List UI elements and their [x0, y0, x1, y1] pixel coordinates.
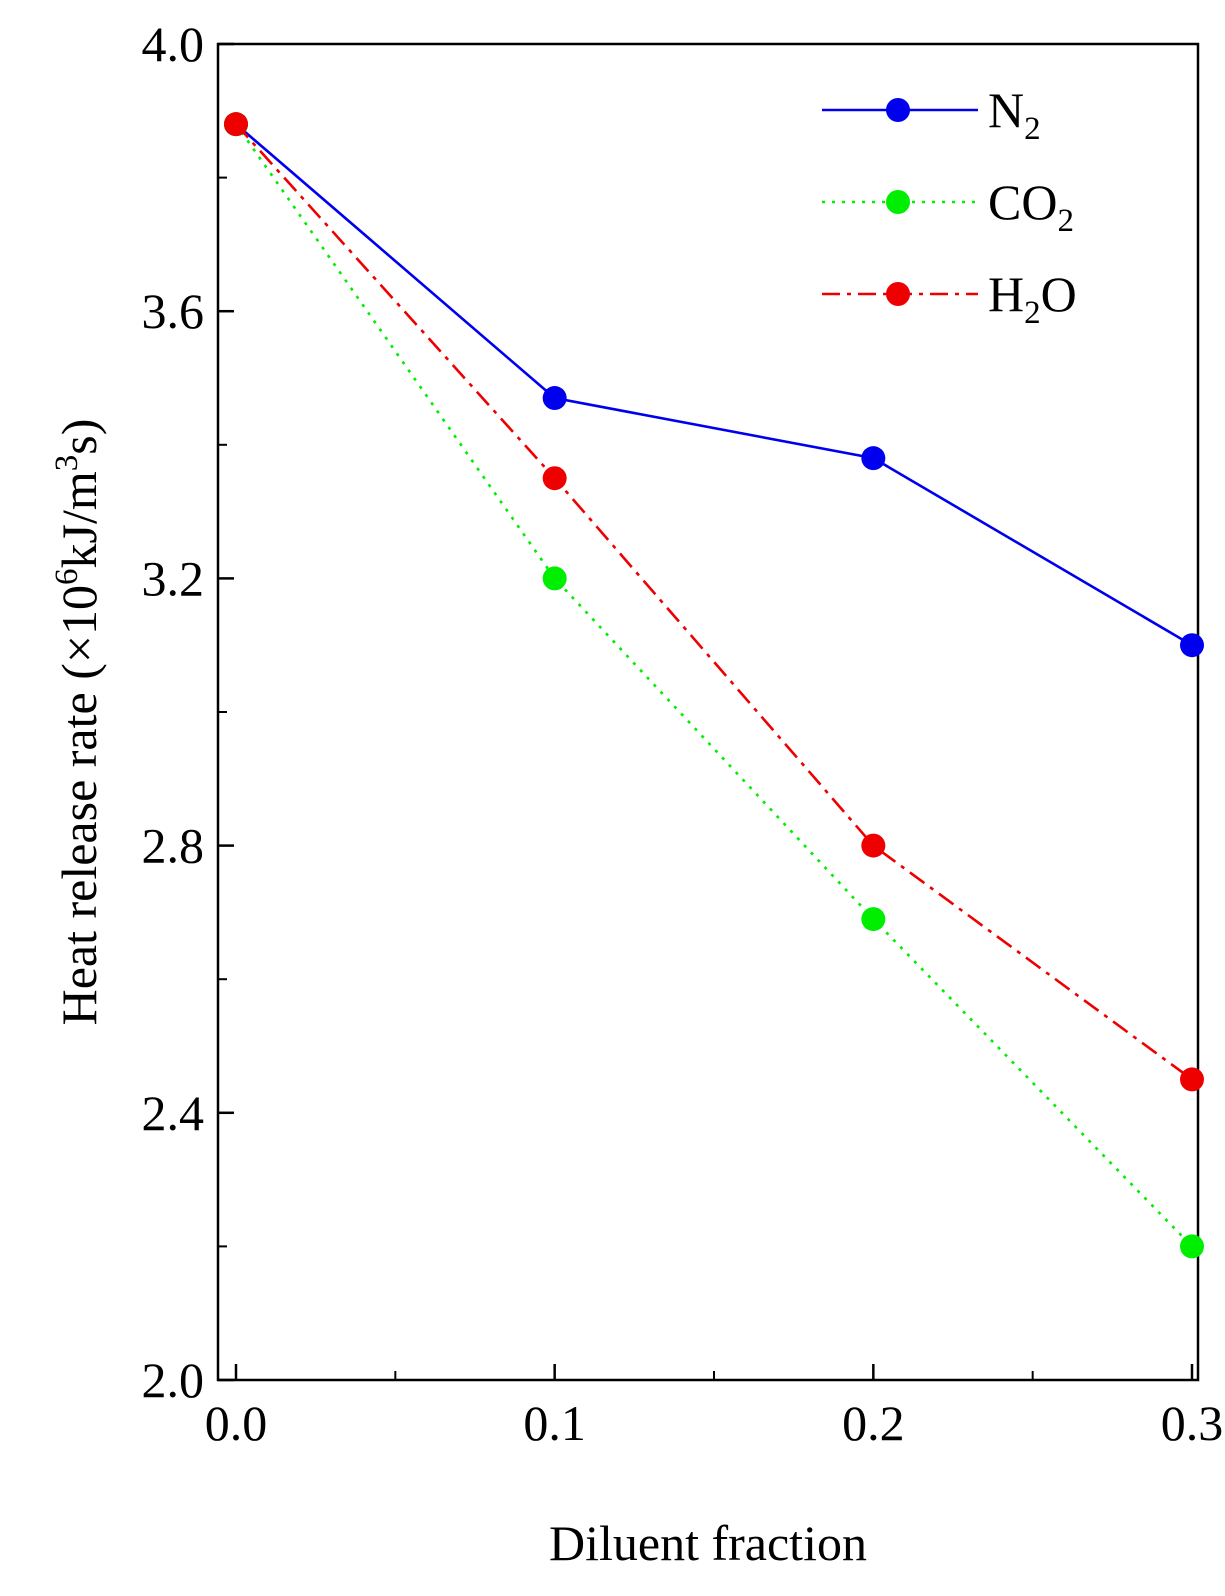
legend-swatch-marker [886, 98, 910, 122]
y-axis-title-part: 3 [49, 455, 85, 472]
series-h2o-point [542, 466, 567, 491]
series-n2-point [1180, 633, 1204, 658]
x-tick-label: 0.2 [842, 1395, 905, 1451]
legend-label-part: O [1041, 266, 1077, 322]
plot-frame [216, 42, 1200, 1382]
legend-label-co2: CO2 [988, 174, 1074, 239]
x-tick-label: 0.3 [1161, 1395, 1224, 1451]
y-axis-title-part: kJ/m [51, 471, 107, 568]
y-tick-label: 4.0 [142, 16, 205, 72]
series-h2o-point [1180, 1067, 1204, 1092]
legend-swatch-marker [886, 282, 910, 306]
axes: 0.0 0.1 0.2 0.3 2.0 2.4 2.8 3.2 3.6 4.0 Diluent fr… [49, 16, 1223, 1571]
series-co2-point [542, 566, 567, 591]
series-n2-point [542, 386, 567, 411]
legend-label-part: 2 [1024, 111, 1041, 147]
series-co2-point [861, 907, 886, 932]
y-axis-title-part: 6 [49, 568, 85, 585]
legend-label-part: CO [988, 174, 1057, 230]
legend-label-part: H [988, 266, 1024, 322]
series-layer [224, 112, 1204, 1259]
y-tick-label: 2.0 [142, 1352, 205, 1408]
legend-item-h2o: H2O [822, 266, 1077, 331]
y-tick-label: 3.2 [142, 550, 205, 606]
legend-swatch-marker [886, 190, 910, 214]
x-axis-title: Diluent fraction [549, 1515, 867, 1571]
x-tick-label: 0.1 [523, 1395, 586, 1451]
y-axis-title: Heat release rate (×106kJ/m3s) [49, 419, 107, 1026]
legend-label-n2: N2 [988, 82, 1041, 147]
legend-label-h2o: H2O [988, 266, 1077, 331]
legend-label-part: N [988, 82, 1024, 138]
legend-label-part: 2 [1024, 295, 1041, 331]
y-tick-label: 2.4 [142, 1085, 205, 1141]
x-tick-label: 0.0 [205, 1395, 268, 1451]
y-axis-title-part: Heat release rate (×10 [51, 585, 107, 1025]
series-n2-line [235, 123, 1193, 647]
series-n2-point [861, 446, 886, 471]
legend-label-part: 2 [1057, 203, 1074, 239]
series-h2o-point [861, 833, 886, 858]
series-h2o-point [224, 112, 248, 137]
legend-item-n2: N2 [822, 82, 1041, 147]
y-axis-title-part: s) [51, 419, 107, 455]
y-tick-label: 3.6 [142, 283, 205, 339]
series-h2o [224, 112, 1204, 1092]
y-tick-label: 2.8 [142, 818, 205, 874]
series-co2-point [1180, 1234, 1204, 1259]
series-h2o-line [235, 123, 1193, 1081]
legend-item-co2: CO2 [822, 174, 1074, 239]
